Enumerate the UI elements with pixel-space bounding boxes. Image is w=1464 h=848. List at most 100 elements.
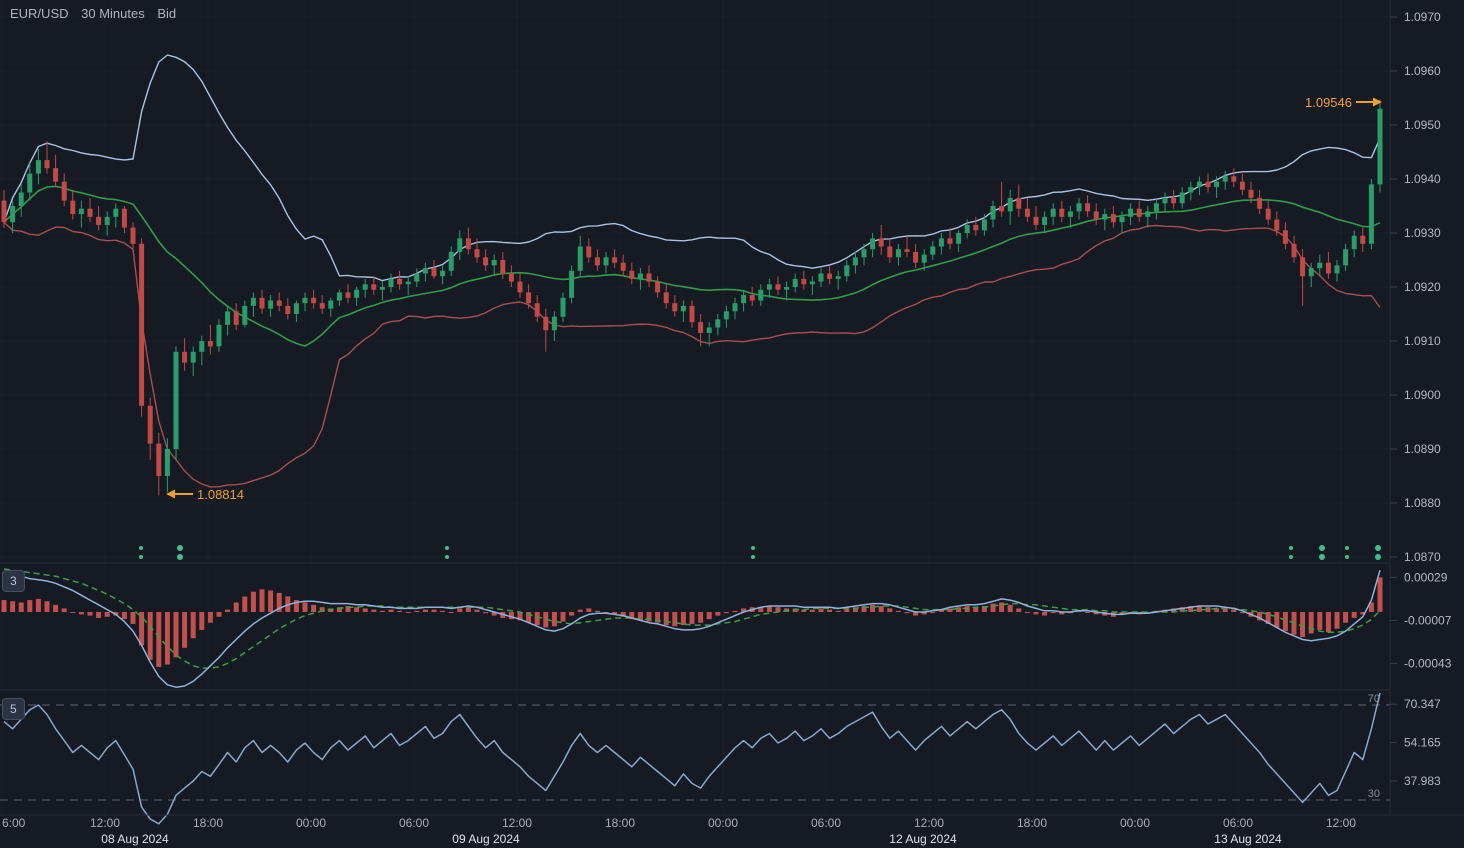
candle [887,246,893,258]
candle [199,341,205,352]
candle [104,216,110,225]
price-axis-label: 1.0870 [1404,550,1441,564]
candle [689,305,695,323]
candle [1196,181,1202,188]
macd-axis-label: 0.00029 [1404,570,1448,584]
candle [1257,197,1263,209]
candle [1136,208,1142,217]
rsi-guide-label: 30 [1368,788,1380,800]
bollinger-upper-line [3,54,1381,282]
candle [1050,208,1056,217]
rsi-panel[interactable] [0,690,1390,815]
candle [792,278,798,287]
candle [1076,203,1082,212]
candle [1317,262,1323,269]
candle [302,297,308,304]
candle [345,292,351,298]
candle [164,449,170,476]
time-axis[interactable] [0,815,1464,848]
price-type-label: Bid [157,6,177,21]
price-axis-label: 1.0900 [1404,388,1441,402]
candle [732,303,738,312]
candle [70,200,76,215]
candle [182,351,188,363]
price-axis-label: 1.0920 [1404,280,1441,294]
candle [1222,176,1228,182]
time-axis-label: 06:00 [811,816,841,830]
price-axis-label: 1.0970 [1404,10,1441,24]
candle [844,265,850,277]
candle [1016,197,1022,209]
candle [10,206,16,223]
candle [809,281,815,285]
macd-axis-label: -0.00007 [1404,613,1452,627]
candle [53,168,59,182]
candle [1153,203,1159,212]
price-annotations: 1.09546 1.08814 [166,95,1382,502]
time-axis-label: 00:00 [708,816,738,830]
candle [818,273,824,282]
candle [534,303,540,317]
candle [698,322,704,333]
bollinger-lower-line [3,221,1381,488]
macd-indicator-badge[interactable]: 3 [2,570,25,592]
time-axis-label: 18:00 [193,816,223,830]
date-axis-label: 08 Aug 2024 [101,832,169,846]
candle [457,238,463,252]
main-chart-panel[interactable] [0,0,1390,563]
candle [268,300,274,309]
candle [1024,208,1030,217]
candle [1067,211,1073,217]
candle [147,405,153,444]
candle [44,160,50,169]
candle [139,243,145,406]
time-axis-label: 12:00 [1326,816,1356,830]
candlesticks-layer [1,100,1383,496]
candle [27,173,33,193]
candle [1007,197,1013,212]
rsi-indicator-badge[interactable]: 5 [2,698,25,720]
rsi-axis-label: 54.165 [1404,736,1441,750]
candle [981,219,987,231]
candle [594,257,600,266]
candle [672,303,678,312]
candle [156,443,162,476]
price-axis-label: 1.0950 [1404,118,1441,132]
candle [397,278,403,285]
candle [87,208,93,217]
candle [225,311,231,325]
candle [1188,187,1194,193]
candle [96,216,102,225]
candle [938,238,944,247]
rsi-axis-label: 37.983 [1404,774,1441,788]
candle [259,297,265,309]
candle [354,289,360,298]
candle [474,249,480,258]
candle [964,224,970,233]
candle [913,251,919,263]
macd-panel[interactable] [0,563,1390,690]
candle [121,208,127,228]
candle [1145,211,1151,217]
price-axis[interactable] [1390,0,1464,815]
candle [629,270,635,279]
time-axis-label: 12:00 [90,816,120,830]
low-arrow-icon [166,489,175,499]
candle [35,160,41,174]
low-price-label: 1.08814 [197,487,244,502]
candle [612,257,618,263]
candle [1325,262,1331,274]
candle [646,273,652,282]
candle [61,181,67,201]
candle [233,311,239,325]
candle [723,311,729,320]
candle [706,327,712,333]
candle [1282,230,1288,244]
candle [414,273,420,282]
candle [1171,197,1177,204]
candle [1214,181,1220,188]
candle [465,238,471,250]
date-axis-label: 13 Aug 2024 [1214,832,1282,846]
candle [749,295,755,301]
